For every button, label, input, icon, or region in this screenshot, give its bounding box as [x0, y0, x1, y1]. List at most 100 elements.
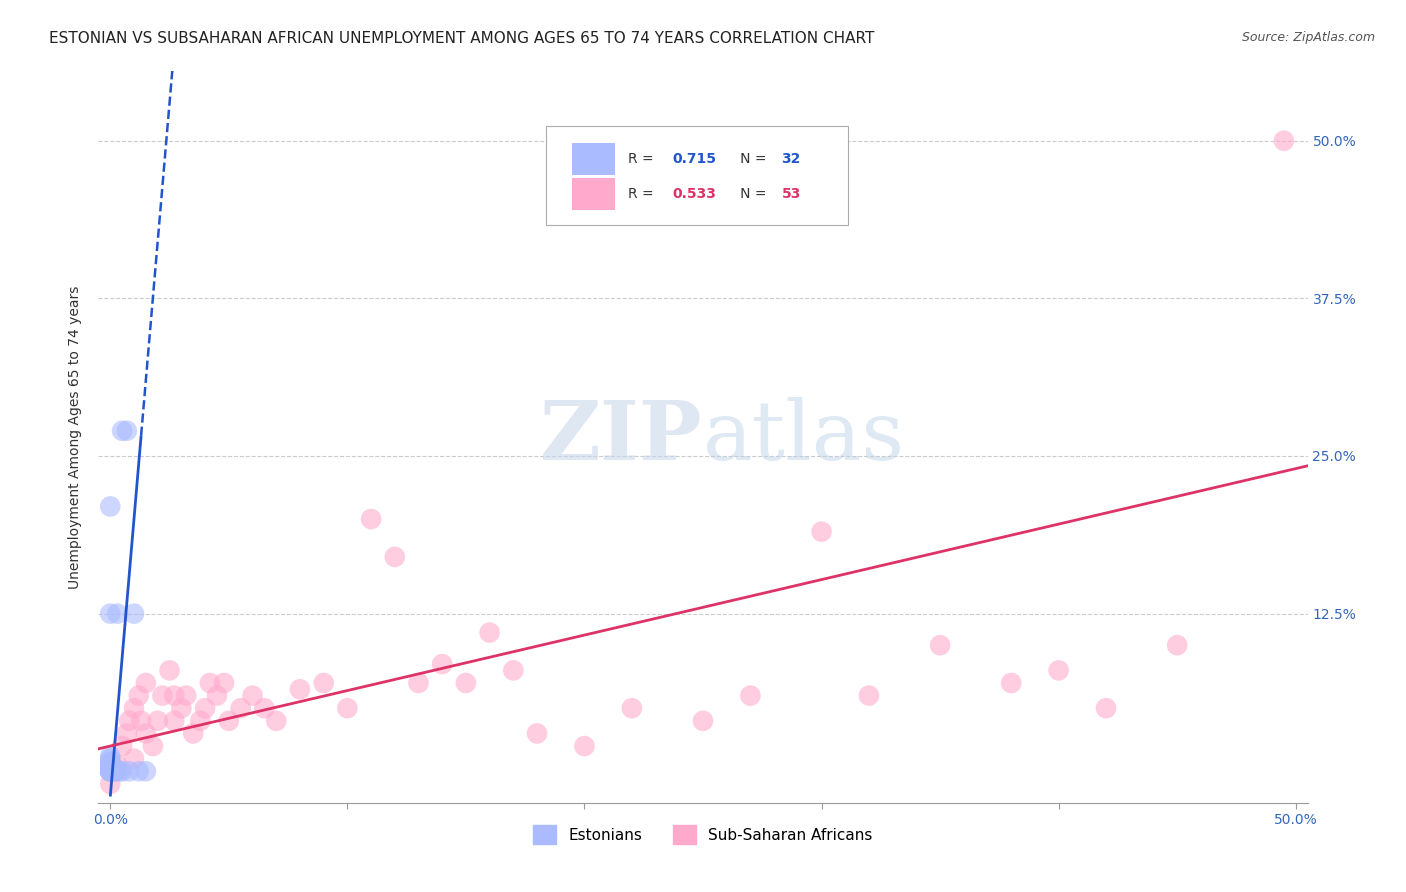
Text: 53: 53	[782, 187, 801, 201]
Point	[212, 676, 235, 690]
Point	[115, 726, 138, 740]
Point	[104, 764, 127, 779]
Point	[104, 764, 127, 779]
Point	[194, 701, 217, 715]
Point	[336, 701, 359, 715]
Point	[118, 714, 141, 728]
Point	[122, 607, 145, 621]
Point	[152, 689, 174, 703]
Point	[190, 714, 212, 728]
Point	[115, 424, 138, 438]
FancyBboxPatch shape	[572, 178, 614, 211]
Point	[105, 607, 128, 621]
Point	[111, 764, 134, 779]
Point	[502, 664, 524, 678]
Point	[98, 500, 121, 514]
Point	[408, 676, 430, 690]
Point	[98, 764, 121, 779]
Point	[129, 714, 152, 728]
Point	[98, 762, 121, 776]
Point	[454, 676, 477, 690]
Point	[229, 701, 252, 715]
Point	[118, 764, 141, 779]
Point	[98, 764, 121, 779]
Point	[111, 739, 134, 753]
Point	[384, 549, 406, 564]
Text: N =: N =	[727, 187, 770, 201]
Point	[312, 676, 335, 690]
Point	[98, 756, 121, 771]
Point	[432, 657, 454, 671]
Point	[264, 714, 287, 728]
Point	[98, 777, 121, 791]
Text: 0.533: 0.533	[672, 187, 717, 201]
Point	[478, 625, 501, 640]
Point	[98, 764, 121, 779]
Point	[105, 758, 128, 772]
Point	[98, 763, 121, 777]
Point	[98, 762, 121, 776]
Point	[135, 676, 157, 690]
Point	[135, 726, 157, 740]
Point	[98, 754, 121, 768]
Point	[1166, 638, 1188, 652]
Point	[692, 714, 714, 728]
Point	[146, 714, 169, 728]
Point	[288, 682, 311, 697]
Point	[1095, 701, 1118, 715]
Point	[128, 689, 150, 703]
FancyBboxPatch shape	[546, 126, 848, 225]
Point	[98, 756, 121, 770]
Point	[98, 764, 121, 779]
Point	[142, 739, 165, 753]
Point	[128, 764, 150, 779]
Point	[98, 764, 121, 779]
Point	[174, 689, 197, 703]
Point	[1047, 664, 1070, 678]
Point	[98, 763, 121, 777]
Point	[205, 689, 228, 703]
FancyBboxPatch shape	[572, 143, 614, 175]
Point	[810, 524, 832, 539]
Point	[218, 714, 240, 728]
Legend: Estonians, Sub-Saharan Africans: Estonians, Sub-Saharan Africans	[527, 819, 879, 850]
Point	[170, 701, 193, 715]
Point	[122, 701, 145, 715]
Point	[163, 714, 186, 728]
Point	[98, 749, 121, 764]
Text: ZIP: ZIP	[540, 397, 703, 477]
Point	[163, 689, 186, 703]
Point	[98, 607, 121, 621]
Point	[98, 760, 121, 774]
Point	[135, 764, 157, 779]
Point	[526, 726, 548, 740]
Point	[111, 424, 134, 438]
Point	[253, 701, 276, 715]
Text: Source: ZipAtlas.com: Source: ZipAtlas.com	[1241, 31, 1375, 45]
Point	[1000, 676, 1022, 690]
Text: R =: R =	[628, 152, 658, 166]
Point	[122, 752, 145, 766]
Text: N =: N =	[727, 152, 770, 166]
Text: 32: 32	[782, 152, 801, 166]
Point	[574, 739, 596, 753]
Point	[858, 689, 880, 703]
Point	[740, 689, 762, 703]
Y-axis label: Unemployment Among Ages 65 to 74 years: Unemployment Among Ages 65 to 74 years	[69, 285, 83, 589]
Point	[108, 764, 131, 779]
Point	[159, 664, 181, 678]
Point	[929, 638, 952, 652]
Text: atlas: atlas	[703, 397, 905, 477]
Point	[98, 752, 121, 766]
Text: 0.715: 0.715	[672, 152, 717, 166]
Point	[198, 676, 221, 690]
Text: R =: R =	[628, 187, 658, 201]
Point	[1272, 134, 1295, 148]
Text: ESTONIAN VS SUBSAHARAN AFRICAN UNEMPLOYMENT AMONG AGES 65 TO 74 YEARS CORRELATIO: ESTONIAN VS SUBSAHARAN AFRICAN UNEMPLOYM…	[49, 31, 875, 46]
Point	[181, 726, 204, 740]
Point	[242, 689, 264, 703]
Point	[105, 763, 128, 777]
Point	[620, 701, 643, 715]
Point	[98, 764, 121, 779]
Point	[98, 764, 121, 779]
